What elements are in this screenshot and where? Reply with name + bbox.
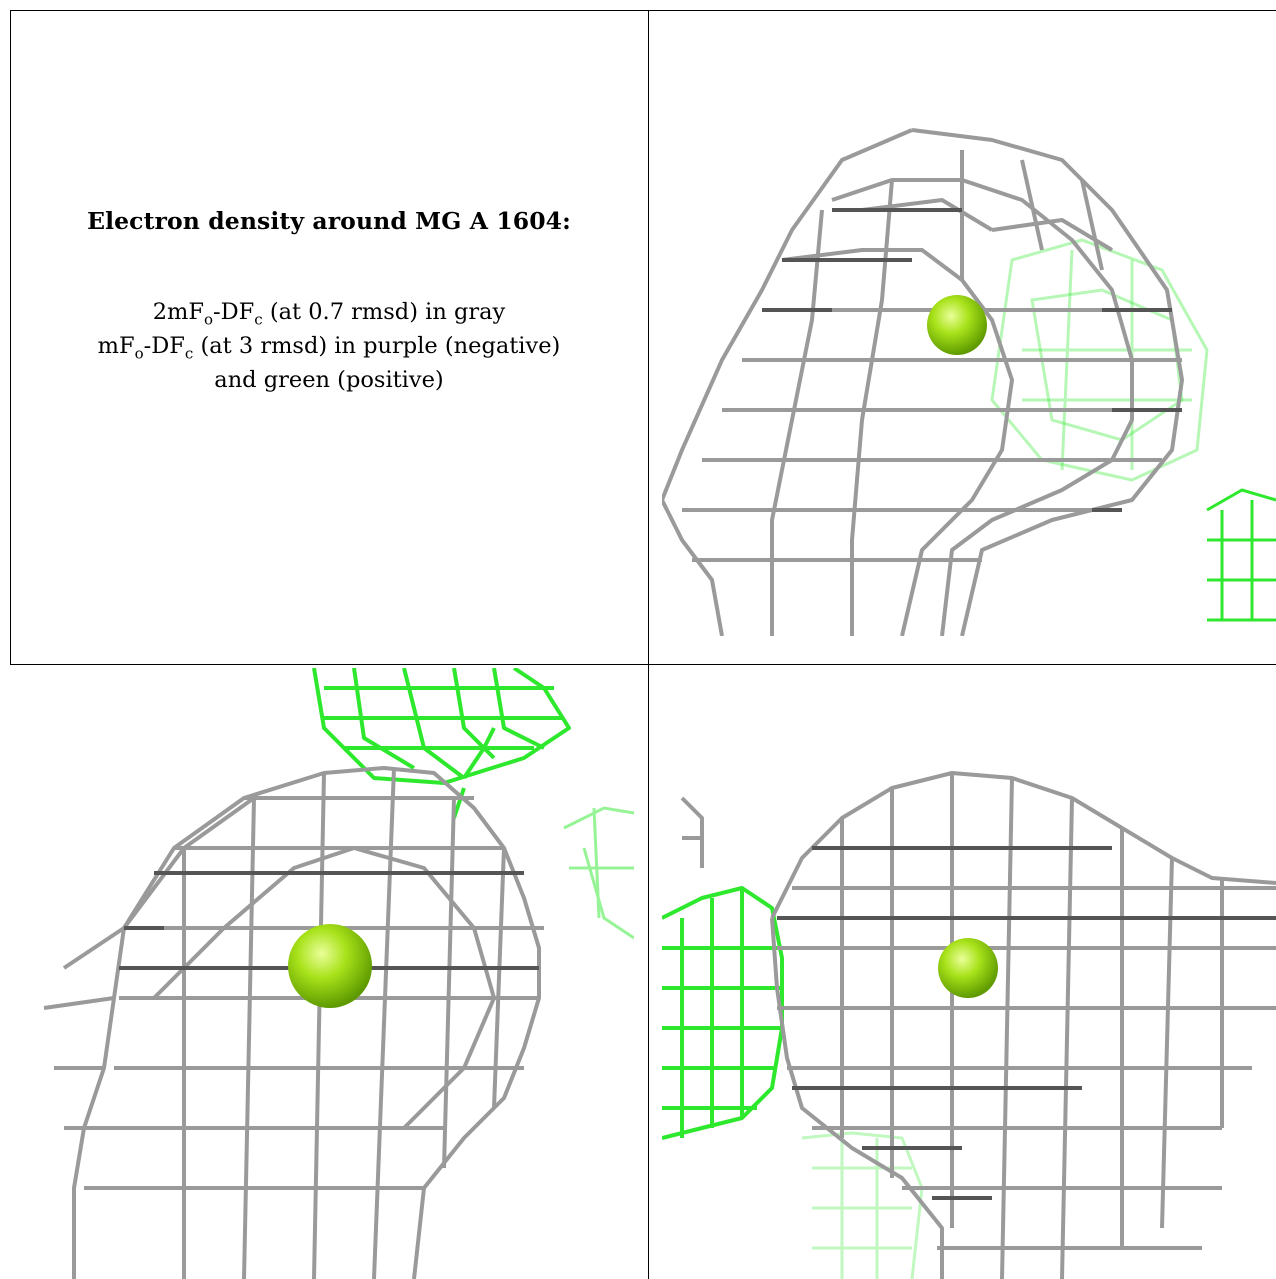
positive-density-3-faint bbox=[801, 1131, 924, 1279]
positive-density-1 bbox=[1206, 488, 1276, 622]
gray-mesh-1-dark bbox=[762, 208, 1182, 512]
caption-cell: Electron density around MG A 1604: 2mFo-… bbox=[10, 10, 648, 662]
positive-density-2-side bbox=[563, 806, 634, 940]
density-mesh-2 bbox=[43, 668, 634, 1279]
legend-text: 2mFo-DFc (at 0.7 rmsd) in gray mFo-DFc (… bbox=[98, 295, 561, 397]
density-view-1 bbox=[662, 120, 1276, 636]
gray-mesh-2 bbox=[43, 766, 544, 1279]
positive-density-3 bbox=[662, 886, 784, 1140]
middle-border bbox=[10, 664, 1276, 665]
top-border bbox=[10, 10, 1276, 11]
density-mesh-1 bbox=[662, 128, 1276, 636]
density-mesh-3 bbox=[662, 771, 1276, 1279]
legend-line-2fofc: 2mFo-DFc (at 0.7 rmsd) in gray bbox=[152, 299, 506, 329]
legend-line-fofc: mFo-DFc (at 3 rmsd) in purple (negative) bbox=[97, 333, 561, 363]
mg-atom-2 bbox=[288, 924, 372, 1008]
mg-atom-1 bbox=[927, 295, 987, 355]
legend-line-colors: and green (positive) bbox=[214, 367, 444, 393]
positive-density-2 bbox=[312, 668, 571, 819]
density-view-2 bbox=[24, 668, 634, 1279]
gray-mesh-1 bbox=[662, 128, 1184, 636]
left-border bbox=[10, 10, 11, 664]
figure-title: Electron density around MG A 1604: bbox=[87, 207, 571, 235]
gray-mesh-3-dark bbox=[777, 846, 1276, 1200]
mg-atom-3 bbox=[938, 938, 998, 998]
density-view-3 bbox=[662, 668, 1276, 1279]
center-border bbox=[648, 10, 649, 1279]
gray-mesh-3 bbox=[680, 771, 1276, 1279]
